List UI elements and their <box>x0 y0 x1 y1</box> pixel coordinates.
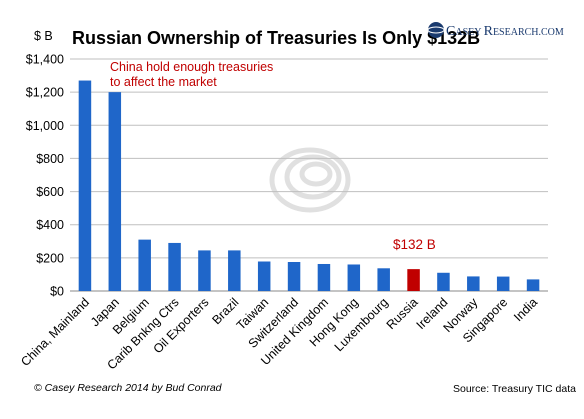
watermark-spiral-icon <box>269 147 351 213</box>
bar-norway <box>467 276 480 291</box>
x-tick-label: India <box>511 295 540 324</box>
footer-source: Source: Treasury TIC data <box>453 383 576 395</box>
y-tick-label: $0 <box>50 285 64 299</box>
bar-hong-kong <box>347 264 361 291</box>
bar-belgium <box>138 239 151 291</box>
bar-brazil <box>228 250 241 291</box>
logo-globe-band-icon <box>427 26 445 34</box>
bar-united-kingdom <box>317 263 331 291</box>
bar-japan <box>108 92 122 292</box>
y-tick-label: $400 <box>36 218 64 232</box>
bar-switzerland <box>287 262 301 291</box>
bar-china-mainland <box>78 80 92 292</box>
china-annotation-line2: to affect the market <box>110 75 217 89</box>
chart-title: Russian Ownership of Treasuries Is Only … <box>72 28 480 48</box>
y-tick-label: $200 <box>36 251 64 265</box>
bar-taiwan <box>257 261 271 291</box>
y-tick-label: $1,000 <box>26 119 64 133</box>
bars <box>78 80 540 292</box>
china-annotation-line1: China hold enough treasuries <box>110 60 273 74</box>
y-tick-label: $1,400 <box>26 53 64 67</box>
russia-value-label: $132 B <box>393 237 436 252</box>
bar-luxembourg <box>377 268 390 291</box>
logo-text: CASEY RESEARCH.COM <box>446 24 564 39</box>
bar-singapore <box>496 276 510 291</box>
logo-globe-icon <box>428 22 444 38</box>
bar-carib-bnkng-ctrs <box>168 242 181 291</box>
bar-russia <box>407 269 420 291</box>
bar-india <box>526 279 540 291</box>
footer-copyright: © Casey Research 2014 by Bud Conrad <box>34 382 223 394</box>
y-axis-label: $ B <box>34 29 53 43</box>
y-tick-label: $600 <box>36 185 64 199</box>
y-tick-label: $800 <box>36 152 64 166</box>
bar-oil-exporters <box>198 250 211 291</box>
bar-ireland <box>437 272 450 291</box>
logo: CASEY RESEARCH.COM <box>427 22 564 39</box>
x-tick-label: Russia <box>384 295 421 332</box>
x-tick-label: China, Mainland <box>18 295 92 369</box>
y-axis-ticks: $0 $200 $400 $600 $800 $1,000 $1,200 $1,400 <box>26 53 64 299</box>
y-tick-label: $1,200 <box>26 86 64 100</box>
